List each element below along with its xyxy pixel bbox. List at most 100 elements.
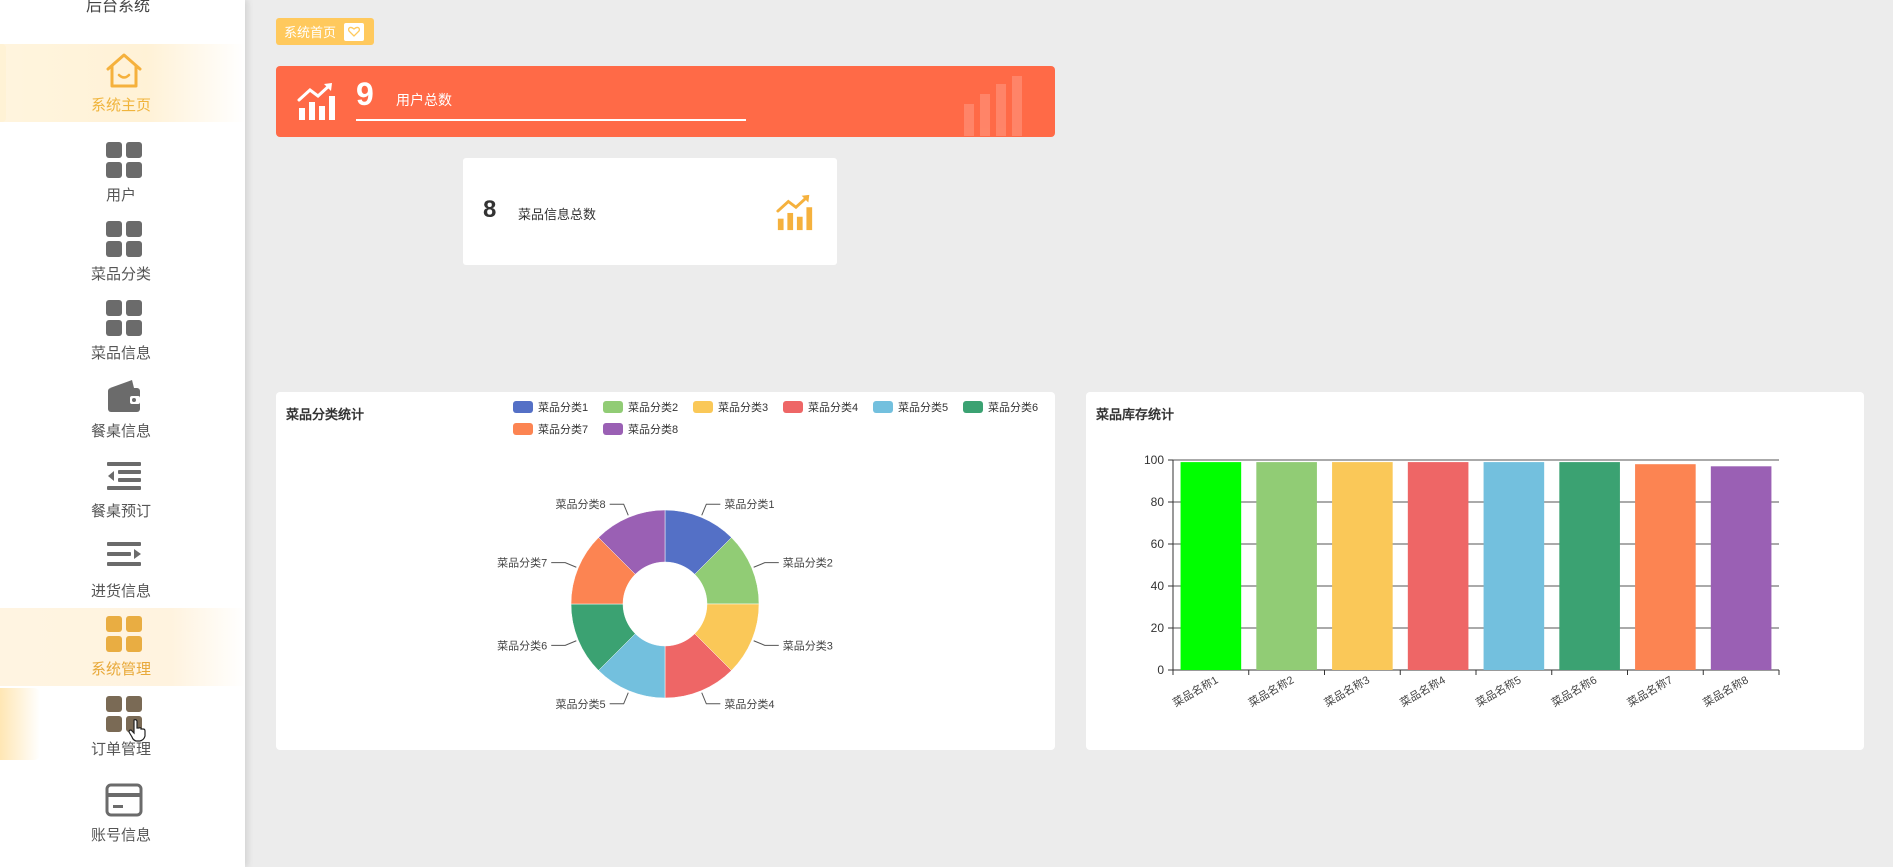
legend-swatch [603,423,623,435]
pie-chart: 菜品分类1 菜品分类2 菜品分类3 菜品分类4 菜品分类5 菜品分类6 菜品分类7 菜品分类8 [497,497,833,711]
legend-item[interactable]: 菜品分类1 [513,399,588,415]
sidebar-item-label: 菜品信息 [90,345,151,362]
y-tick-label: 0 [1157,663,1164,677]
grid-icon [106,616,142,652]
legend-swatch [873,401,893,413]
bar[interactable] [1710,466,1772,670]
dish-count-card: 8 菜品信息总数 [463,158,837,265]
pie-label: 菜品分类6 [497,638,547,652]
legend-item[interactable]: 菜品分类7 [513,421,588,437]
x-tick-label: 菜品名称3 [1321,672,1371,709]
bar-chart-watermark-icon [964,76,1022,136]
y-tick-label: 60 [1151,537,1165,551]
pie-label-line [609,503,629,516]
home-icon [106,53,142,88]
bar[interactable] [1180,462,1242,670]
sidebar-item-users[interactable]: 用户 [0,134,245,212]
user-count-card: 9 用户总数 [276,66,1055,137]
chart-up-icon [297,83,335,120]
legend-label: 菜品分类6 [988,402,1039,414]
sidebar-item-purchase[interactable]: 进货信息 [0,530,245,608]
legend-label: 菜品分类1 [538,402,589,414]
sidebar-item-label: 用户 [105,187,136,204]
legend-item[interactable]: 菜品分类5 [873,399,948,415]
sidebar-item-account[interactable]: 账号信息 [0,774,245,852]
pie-label-line [701,503,721,516]
legend-label: 菜品分类2 [628,402,679,414]
sidebar-item-dish-info[interactable]: 菜品信息 [0,292,245,370]
legend-swatch [693,401,713,413]
chart-title: 菜品库存统计 [1096,407,1175,422]
bar-chart: 0 20 40 60 80 100 菜品名称1 菜品名称2 菜品名称3 菜品名称4 菜品名称5 菜品名… [1144,453,1780,710]
legend-item[interactable]: 菜品分类8 [603,421,678,437]
bar[interactable] [1332,462,1393,670]
dish-stock-chart-panel: 菜品库存统计 0 20 40 60 80 100 菜品名称1 菜品名称2 菜品名称3 菜品名称4 菜… [1086,392,1864,750]
bar[interactable] [1483,462,1545,670]
legend-item[interactable]: 菜品分类2 [603,399,678,415]
pie-label: 菜品分类2 [783,556,833,570]
legend-label: 菜品分类5 [898,402,949,414]
sidebar-item-table-booking[interactable]: 餐桌预订 [0,450,245,528]
hover-marker [0,688,40,760]
heart-icon [344,22,365,41]
pie-label: 菜品分类4 [724,697,774,711]
pie-label-line [753,562,779,568]
sidebar-item-order-manage[interactable]: 订单管理 [0,688,245,766]
dish-count-label: 菜品信息总数 [518,207,597,222]
dish-count-value: 8 [483,196,497,223]
pie-label-line [753,640,779,646]
breadcrumb-label: 系统首页 [284,25,337,40]
user-count-label: 用户总数 [396,92,452,108]
pie-label-line [609,692,629,705]
sidebar-item-dish-category[interactable]: 菜品分类 [0,213,245,291]
y-tick-label: 20 [1151,621,1165,635]
breadcrumb[interactable]: 系统首页 [276,18,375,45]
sidebar-item-label: 菜品分类 [90,266,151,283]
x-tick-label: 菜品名称7 [1624,672,1674,709]
legend-swatch [783,401,803,413]
x-tick-label: 菜品名称6 [1549,672,1599,709]
x-tick-label: 菜品名称4 [1397,672,1447,709]
grid-icon [106,221,142,257]
bar[interactable] [1256,462,1317,670]
list-indent-icon [107,462,141,490]
legend-item[interactable]: 菜品分类4 [783,399,858,415]
y-tick-label: 80 [1151,495,1165,509]
legend-item[interactable]: 菜品分类6 [963,399,1038,415]
sidebar-item-label: 系统管理 [90,661,151,678]
pie-label: 菜品分类3 [783,638,833,652]
legend-swatch [963,401,983,413]
legend-swatch [513,401,533,413]
bar[interactable] [1559,462,1620,670]
x-tick-label: 菜品名称2 [1246,672,1296,709]
bar[interactable] [1407,462,1469,670]
chart-title: 菜品分类统计 [286,407,365,422]
pie-label: 菜品分类8 [556,497,606,511]
legend-label: 菜品分类3 [718,402,769,414]
sidebar-item-label: 进货信息 [90,583,151,600]
legend-item[interactable]: 菜品分类3 [693,399,768,415]
legend-label: 菜品分类7 [538,424,589,436]
chart-up-icon [776,194,813,231]
card-icon [105,783,143,817]
sidebar: 后台系统 系统主页 用户 [0,0,245,867]
y-tick-label: 40 [1151,579,1165,593]
grid-icon [106,300,142,336]
pie-label-line [551,562,577,568]
grid-icon [106,142,142,178]
sidebar-item-label: 系统主页 [90,97,151,114]
x-tick-label: 菜品名称8 [1700,672,1750,709]
sidebar-item-home[interactable]: 系统主页 [0,44,245,122]
wallet-icon [108,380,140,412]
sidebar-item-table-info[interactable]: 餐桌信息 [0,370,245,448]
pie-label: 菜品分类1 [724,497,774,511]
sidebar-item-system-manage[interactable]: 系统管理 [0,608,245,686]
user-count-value: 9 [356,76,374,112]
x-tick-label: 菜品名称1 [1170,672,1220,709]
bar[interactable] [1635,464,1696,670]
pie-label-line [551,640,577,646]
x-tick-label: 菜品名称5 [1473,672,1523,709]
list-arrow-icon [107,542,141,566]
pie-slice[interactable] [598,509,666,575]
